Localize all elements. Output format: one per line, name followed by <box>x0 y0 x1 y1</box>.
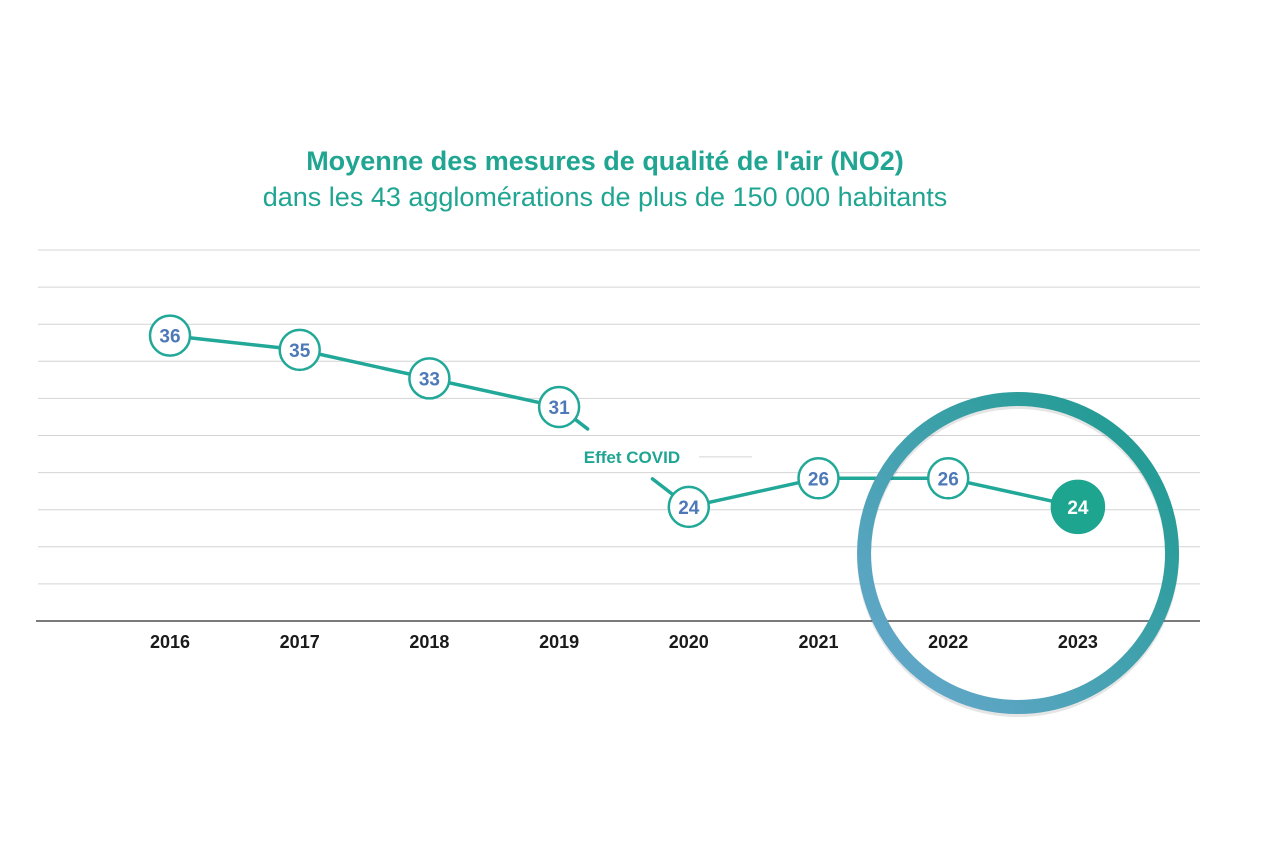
data-label: 24 <box>678 498 700 519</box>
data-marker <box>408 357 451 400</box>
x-tick-label: 2019 <box>539 632 579 652</box>
x-axis: 2016 2017 2018 2019 2020 2021 2022 2023 <box>36 620 1200 652</box>
chart-subtitle: dans les 43 agglomérations de plus de 15… <box>262 182 948 212</box>
data-label: 26 <box>938 469 959 490</box>
data-marker <box>797 457 840 500</box>
data-label: 35 <box>289 341 311 362</box>
data-marker <box>667 485 711 529</box>
data-label: 36 <box>159 327 180 348</box>
data-label: 26 <box>808 469 829 490</box>
data-label: 31 <box>549 398 571 419</box>
series-segment <box>427 376 561 409</box>
data-marker <box>278 328 321 372</box>
data-markers: 36 35 33 31 24 26 26 24 <box>148 314 1106 535</box>
data-marker <box>926 457 970 500</box>
data-marker <box>537 385 581 429</box>
x-tick-label: 2020 <box>669 632 709 652</box>
x-tick-label: 2017 <box>280 632 320 652</box>
gridlines <box>38 249 1200 585</box>
data-label: 24 <box>1067 498 1089 519</box>
series-segment <box>297 348 432 381</box>
series-segment <box>687 476 821 509</box>
x-tick-label: 2022 <box>928 632 968 652</box>
highlight-ring <box>857 392 1180 717</box>
x-tick-label: 2016 <box>150 632 190 652</box>
x-tick-label: 2023 <box>1058 632 1098 652</box>
highlight-ring <box>857 392 1180 714</box>
x-tick-label: 2021 <box>798 632 838 652</box>
data-marker <box>148 314 192 357</box>
data-label: 33 <box>419 369 440 390</box>
x-tick-label: 2018 <box>409 632 449 652</box>
series-segment <box>168 333 302 352</box>
annotation-effet-covid: Effet COVID <box>584 448 680 467</box>
highlighted-marker <box>1050 479 1106 535</box>
chart-title: Moyenne des mesures de qualité de l'air … <box>306 146 904 176</box>
